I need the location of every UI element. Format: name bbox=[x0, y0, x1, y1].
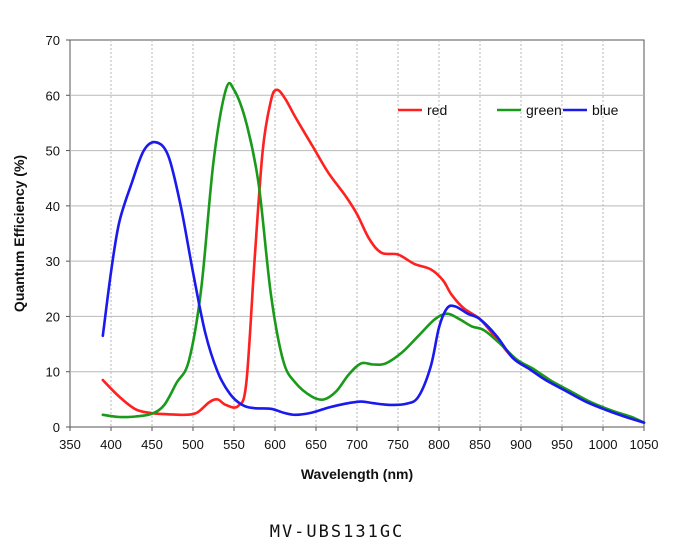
series-line-green bbox=[101, 81, 646, 424]
legend-label-red: red bbox=[427, 102, 447, 118]
x-axis-label: Wavelength (nm) bbox=[301, 466, 413, 482]
x-tick-label: 1000 bbox=[589, 437, 618, 452]
y-tick-label: 70 bbox=[46, 33, 60, 48]
tick-labels: 350 400 450 500 550 600 650 700 750 800 850 900 950 1… bbox=[46, 33, 659, 452]
x-tick-label: 700 bbox=[346, 437, 368, 452]
x-tick-label: 850 bbox=[469, 437, 491, 452]
x-tick-label: 750 bbox=[387, 437, 409, 452]
y-axis-label: Quantum Efficiency (%) bbox=[11, 155, 27, 312]
camera-model-caption: MV-UBS131GC bbox=[269, 522, 405, 542]
series-lines bbox=[101, 81, 646, 424]
x-tick-label: 550 bbox=[223, 437, 245, 452]
legend-label-green: green bbox=[526, 102, 562, 118]
x-tick-label: 650 bbox=[305, 437, 327, 452]
x-tick-label: 800 bbox=[428, 437, 450, 452]
x-tick-label: 350 bbox=[59, 437, 81, 452]
x-tick-label: 450 bbox=[141, 437, 163, 452]
y-tick-label: 10 bbox=[46, 365, 60, 380]
y-tick-label: 20 bbox=[46, 309, 60, 324]
legend: red green blue bbox=[398, 102, 619, 118]
grid-lines bbox=[70, 40, 644, 427]
y-tick-label: 60 bbox=[46, 88, 60, 103]
x-tick-label: 400 bbox=[100, 437, 122, 452]
y-tick-label: 30 bbox=[46, 254, 60, 269]
y-tick-label: 40 bbox=[46, 199, 60, 214]
x-tick-label: 500 bbox=[182, 437, 204, 452]
quantum-efficiency-chart: 350 400 450 500 550 600 650 700 750 800 850 900 950 1… bbox=[11, 33, 659, 482]
legend-label-blue: blue bbox=[592, 102, 619, 118]
x-tick-label: 600 bbox=[264, 437, 286, 452]
series-line-blue bbox=[101, 140, 646, 424]
y-tick-label: 50 bbox=[46, 144, 60, 159]
y-tick-label: 0 bbox=[53, 420, 60, 435]
x-tick-label: 950 bbox=[551, 437, 573, 452]
x-tick-label: 900 bbox=[510, 437, 532, 452]
x-tick-label: 1050 bbox=[630, 437, 659, 452]
